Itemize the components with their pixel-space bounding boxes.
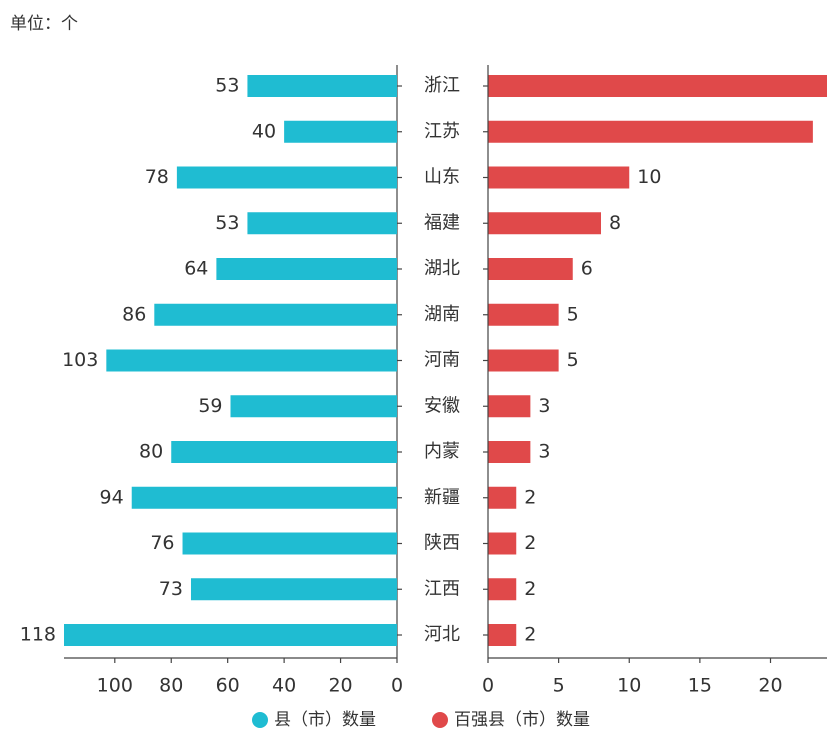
bar bbox=[488, 120, 813, 143]
bar bbox=[488, 486, 517, 509]
bar bbox=[182, 532, 397, 555]
value-label: 3 bbox=[538, 395, 550, 417]
value-label: 40 bbox=[252, 120, 276, 142]
value-label: 53 bbox=[215, 212, 239, 234]
category-label: 河南 bbox=[424, 350, 460, 371]
bar bbox=[488, 75, 827, 97]
value-label: 64 bbox=[184, 258, 208, 280]
category-label: 陕西 bbox=[424, 533, 460, 554]
bar bbox=[64, 624, 397, 646]
legend-label: 百强县（市）数量 bbox=[454, 710, 590, 730]
legend-swatch bbox=[252, 712, 268, 728]
x-tick-label: 40 bbox=[272, 675, 296, 697]
bar bbox=[488, 395, 531, 418]
right-bars bbox=[488, 75, 827, 646]
x-tick-label: 0 bbox=[482, 675, 494, 697]
bar bbox=[284, 120, 397, 143]
value-label: 3 bbox=[538, 441, 550, 463]
bar bbox=[488, 212, 601, 235]
value-label: 94 bbox=[100, 486, 124, 508]
unit-label: 单位：个 bbox=[10, 14, 78, 34]
bar bbox=[216, 258, 397, 280]
category-label: 湖北 bbox=[424, 258, 460, 279]
value-label: 2 bbox=[524, 578, 536, 600]
value-label: 76 bbox=[150, 532, 174, 554]
x-tick-label: 0 bbox=[391, 675, 403, 697]
value-label: 118 bbox=[20, 624, 56, 646]
bar bbox=[488, 624, 517, 646]
value-label: 2 bbox=[524, 486, 536, 508]
bar bbox=[488, 532, 517, 555]
bar bbox=[247, 75, 397, 97]
value-label: 5 bbox=[567, 303, 579, 325]
x-tick-label: 15 bbox=[688, 675, 712, 697]
bar bbox=[131, 486, 397, 509]
x-tick-label: 80 bbox=[159, 675, 183, 697]
bar bbox=[171, 441, 397, 463]
category-label: 浙江 bbox=[424, 75, 460, 96]
category-label: 新疆 bbox=[424, 487, 460, 508]
x-tick-label: 20 bbox=[328, 675, 352, 697]
value-label: 2 bbox=[524, 532, 536, 554]
value-label: 73 bbox=[159, 578, 183, 600]
bar bbox=[176, 166, 397, 189]
value-label: 2 bbox=[524, 624, 536, 646]
value-label: 86 bbox=[122, 303, 146, 325]
x-tick-label: 10 bbox=[617, 675, 641, 697]
bar bbox=[488, 349, 559, 372]
category-label: 安徽 bbox=[424, 395, 460, 416]
bar bbox=[488, 578, 517, 601]
x-tick-label: 60 bbox=[216, 675, 240, 697]
value-label: 78 bbox=[145, 166, 169, 188]
bar bbox=[247, 212, 397, 235]
category-label: 福建 bbox=[424, 212, 460, 233]
value-label: 10 bbox=[637, 166, 661, 188]
x-tick-label: 5 bbox=[553, 675, 565, 697]
value-label: 5 bbox=[567, 349, 579, 371]
category-label: 内蒙 bbox=[424, 441, 460, 462]
bar bbox=[106, 349, 397, 372]
value-label: 103 bbox=[62, 349, 98, 371]
value-label: 59 bbox=[198, 395, 222, 417]
value-label: 80 bbox=[139, 441, 163, 463]
x-tick-label: 100 bbox=[97, 675, 133, 697]
legend-swatch bbox=[432, 712, 448, 728]
bar bbox=[154, 303, 397, 326]
category-label: 江苏 bbox=[424, 121, 460, 142]
category-label: 江西 bbox=[424, 578, 460, 599]
x-tick-label: 20 bbox=[758, 675, 782, 697]
bar bbox=[488, 441, 531, 463]
value-label: 8 bbox=[609, 212, 621, 234]
legend-label: 县（市）数量 bbox=[274, 710, 376, 730]
category-label: 山东 bbox=[424, 167, 460, 188]
category-label: 湖南 bbox=[424, 304, 460, 325]
bar bbox=[488, 166, 630, 189]
bar bbox=[190, 578, 397, 601]
value-label: 53 bbox=[215, 75, 239, 97]
bar bbox=[488, 303, 559, 326]
bar bbox=[488, 258, 573, 280]
value-label: 6 bbox=[581, 258, 593, 280]
category-label: 河北 bbox=[424, 624, 460, 645]
bar bbox=[230, 395, 397, 418]
